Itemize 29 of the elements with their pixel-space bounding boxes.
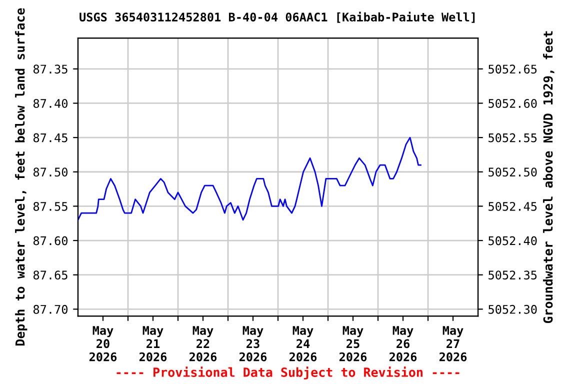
y-tick-label: 87.55	[33, 202, 68, 211]
y2-tick-label: 5052.55	[488, 133, 537, 142]
x-tick-label: May 22 2026	[189, 326, 217, 362]
text: ---- Provisional Data Subject to Revision ----	[116, 366, 460, 380]
y2-tick-label: 5052.30	[488, 304, 537, 314]
y2-tick-label: 5052.65	[488, 64, 537, 74]
y2-tick-label: 5052.50	[488, 168, 537, 177]
y-tick-label: 87.60	[33, 236, 68, 246]
x-tick-label: May 26 2026	[389, 326, 417, 362]
x-tick-label: May 20 2026	[89, 326, 117, 362]
y-tick-label: 87.70	[33, 304, 68, 314]
chart-title: USGS 365403112452801 B-40-04 06AAC1 [Kaibab-Paiute Well]	[80, 12, 475, 23]
y-tick-label: 87.65	[33, 270, 68, 280]
y2-tick-label: 5052.35	[488, 270, 537, 280]
x-tick-label: May 27 2026	[439, 326, 467, 362]
x-tick-label: May 21 2026	[139, 326, 167, 362]
y2-tick-label: 5052.60	[488, 98, 537, 108]
x-tick-label: May 25 2026	[339, 326, 367, 362]
y-axis-title: Depth to water level, feet below land surface	[15, 8, 28, 346]
y-tick-label: 87.45	[33, 133, 68, 142]
y-tick-label: 87.40	[33, 98, 68, 108]
x-tick-label: May 24 2026	[289, 326, 317, 362]
y2-axis-title: Groundwater level above NGVD 1929, feet	[543, 31, 554, 324]
x-tick-label: May 23 2026	[239, 326, 267, 362]
y-tick-label: 87.35	[33, 64, 68, 74]
line-series	[78, 136, 422, 221]
y2-tick-label: 5052.45	[488, 202, 537, 211]
y-tick-label: 87.50	[33, 168, 68, 177]
y2-tick-label: 5052.40	[488, 236, 537, 246]
